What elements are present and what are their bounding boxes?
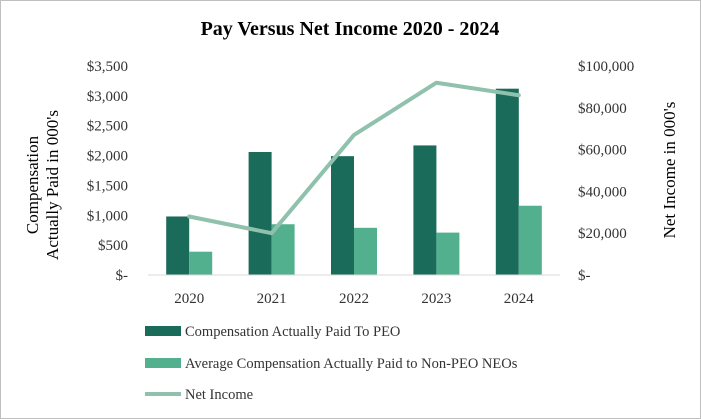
bar-non-peo-2020 [189,251,213,275]
right-axis-title: Net Income in 000's [660,102,679,239]
bar-non-peo-2024 [518,205,542,275]
left-axis-title: Compensation Actually Paid in 000's [23,110,62,260]
left-axis-title-line1: Compensation [23,135,42,234]
right-tick-label: $20,000 [578,226,627,242]
bar-peo-2024 [495,88,519,275]
legend-swatch-non-peo [145,358,181,368]
bar-non-peo-2022 [354,227,377,275]
bar-non-peo-2023 [436,232,460,275]
x-axis-ticks: 2020 2021 2022 2023 2024 [174,291,534,307]
net-income-line-layer [187,80,521,236]
right-axis-ticks: $- $20,000 $40,000 $60,000 $80,000 $100,000 [578,59,634,284]
x-tick-label: 2020 [174,291,204,307]
chart-title: Pay Versus Net Income 2020 - 2024 [201,18,500,40]
bar-peo-2020 [166,216,190,275]
left-tick-label: $- [116,268,129,284]
legend-label-peo: Compensation Actually Paid To PEO [185,324,400,340]
x-tick-label: 2023 [421,291,451,307]
x-tick-label: 2021 [257,291,287,307]
legend: Compensation Actually Paid To PEO Averag… [145,324,518,403]
bar-peo-2022 [331,156,354,275]
left-tick-label: $3,000 [87,89,128,105]
bar-peo-2023 [413,145,437,275]
x-tick-label: 2022 [339,291,369,307]
right-tick-label: $60,000 [578,143,627,159]
left-tick-label: $1,000 [87,208,128,224]
right-tick-label: $80,000 [578,101,627,117]
bar-peo-2021 [248,151,272,275]
bars [166,88,542,275]
left-tick-label: $2,000 [87,149,128,165]
net-income-line [187,80,521,236]
bar-non-peo-2021 [271,224,295,275]
left-axis-title-line2: Actually Paid in 000's [43,110,62,260]
x-tick-label: 2024 [504,291,535,307]
legend-swatch-peo [145,326,181,336]
left-axis-ticks: $- $500 $1,000 $1,500 $2,000 $2,500 $3,000 $3,5… [87,59,128,284]
legend-label-net-income: Net Income [185,387,253,403]
right-tick-label: $- [578,268,591,284]
right-tick-label: $40,000 [578,184,627,200]
left-tick-label: $1,500 [87,178,128,194]
left-tick-label: $3,500 [87,59,128,75]
right-tick-label: $100,000 [578,59,634,75]
left-tick-label: $500 [98,238,128,254]
left-tick-label: $2,500 [87,119,128,135]
legend-label-non-peo: Average Compensation Actually Paid to No… [185,356,518,372]
